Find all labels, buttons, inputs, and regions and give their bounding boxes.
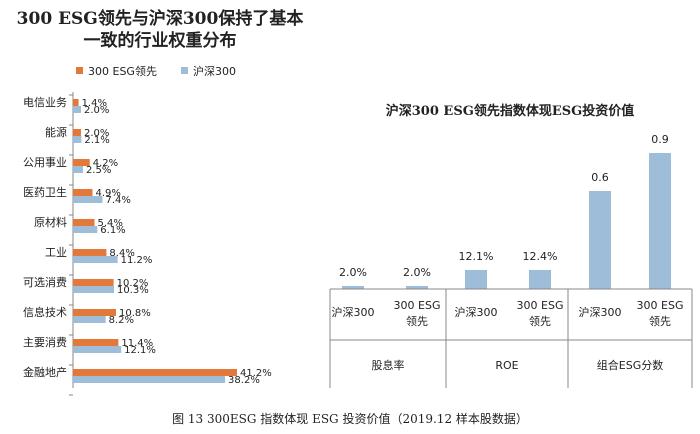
bar-hs300 <box>73 196 103 203</box>
left-chart-title-line-2: 一致的行业权重分布 <box>83 31 237 51</box>
column-category-label: 领先 <box>529 315 551 328</box>
value-label-hs300: 2.1% <box>84 135 109 146</box>
category-label: 能源 <box>45 125 67 139</box>
column-bar <box>529 270 551 289</box>
value-label-esg: 4.2% <box>93 158 118 169</box>
column-value-label: 0.9 <box>651 133 669 146</box>
column-bar <box>589 191 611 289</box>
bar-hs300 <box>73 166 83 173</box>
value-label-esg: 41.2% <box>240 368 272 379</box>
value-label-esg: 10.8% <box>119 308 151 319</box>
bar-esg <box>73 219 95 226</box>
category-label: 原材料 <box>34 215 67 229</box>
bar-esg <box>73 189 93 196</box>
bar-hs300 <box>73 256 118 263</box>
category-label: 工业 <box>45 246 67 259</box>
category-label: 电信业务 <box>23 96 67 109</box>
left-chart-title-line-1: 300 ESG领先与沪深300保持了基本 <box>16 9 304 29</box>
value-label-hs300: 11.2% <box>121 255 153 266</box>
column-bar <box>649 153 671 289</box>
category-label: 公用事业 <box>23 156 67 169</box>
bar-hs300 <box>73 346 122 353</box>
bar-hs300 <box>73 286 114 293</box>
column-category-label: 沪深300 <box>332 305 375 319</box>
bar-esg <box>73 249 107 256</box>
bar-esg <box>73 99 79 106</box>
column-category-label: 沪深300 <box>455 305 498 319</box>
bar-hs300 <box>73 136 82 143</box>
right-chart-title: 沪深300 ESG领先指数体现ESG投资价值 <box>385 104 635 119</box>
bar-esg <box>73 279 114 286</box>
legend-label-esg: 300 ESG领先 <box>88 65 157 78</box>
column-category-label: 沪深300 <box>579 305 622 319</box>
bar-hs300 <box>73 226 98 233</box>
value-label-esg: 5.4% <box>97 218 122 229</box>
legend-swatch-esg <box>76 67 83 74</box>
column-value-label: 12.1% <box>459 250 494 263</box>
value-label-hs300: 6.1% <box>100 225 125 236</box>
value-label-esg: 1.4% <box>82 98 107 109</box>
column-bar <box>406 286 428 289</box>
value-label-hs300: 38.2% <box>228 375 260 386</box>
category-label: 信息技术 <box>23 305 67 319</box>
bar-hs300 <box>73 106 81 113</box>
value-label-hs300: 12.1% <box>124 345 156 356</box>
category-label: 医药卫生 <box>23 185 67 199</box>
value-label-hs300: 2.0% <box>84 105 109 116</box>
column-category-label: 领先 <box>406 315 428 328</box>
category-label: 可选消费 <box>23 275 67 289</box>
column-category-label: 300 ESG <box>637 299 684 312</box>
legend-swatch-hs300 <box>181 67 188 74</box>
value-label-hs300: 7.4% <box>105 195 130 206</box>
column-value-label: 2.0% <box>403 266 431 279</box>
value-label-esg: 8.4% <box>109 248 134 259</box>
column-bar <box>465 270 487 289</box>
value-label-esg: 11.4% <box>121 338 153 349</box>
group-label: ROE <box>495 359 518 372</box>
value-label-esg: 4.9% <box>96 188 121 199</box>
category-label: 主要消费 <box>23 335 67 349</box>
column-value-label: 0.6 <box>591 171 609 184</box>
legend-label-hs300: 沪深300 <box>193 64 236 78</box>
column-value-label: 12.4% <box>523 250 558 263</box>
column-category-label: 300 ESG <box>517 299 564 312</box>
column-category-label: 300 ESG <box>394 299 441 312</box>
value-label-hs300: 10.3% <box>117 285 149 296</box>
left-chart-title: 300 ESG领先与沪深300保持了基本 一致的行业权重分布 <box>10 8 310 52</box>
value-label-esg: 2.0% <box>84 128 109 139</box>
bar-esg <box>73 129 81 136</box>
column-bar <box>342 286 364 289</box>
bar-esg <box>73 339 119 346</box>
bar-esg <box>73 159 90 166</box>
category-label: 金融地产 <box>23 365 67 379</box>
value-label-hs300: 8.2% <box>109 315 134 326</box>
column-category-label: 领先 <box>649 315 671 328</box>
value-label-hs300: 2.5% <box>86 165 111 176</box>
group-label: 股息率 <box>372 358 405 372</box>
bar-esg <box>73 369 237 376</box>
value-label-esg: 10.2% <box>117 278 149 289</box>
column-value-label: 2.0% <box>339 266 367 279</box>
bar-esg <box>73 309 116 316</box>
bar-hs300 <box>73 376 226 383</box>
bar-hs300 <box>73 316 106 323</box>
group-label: 组合ESG分数 <box>597 358 663 372</box>
figure-caption: 图 13 300ESG 指数体现 ESG 投资价值（2019.12 样本股数据） <box>172 412 528 426</box>
